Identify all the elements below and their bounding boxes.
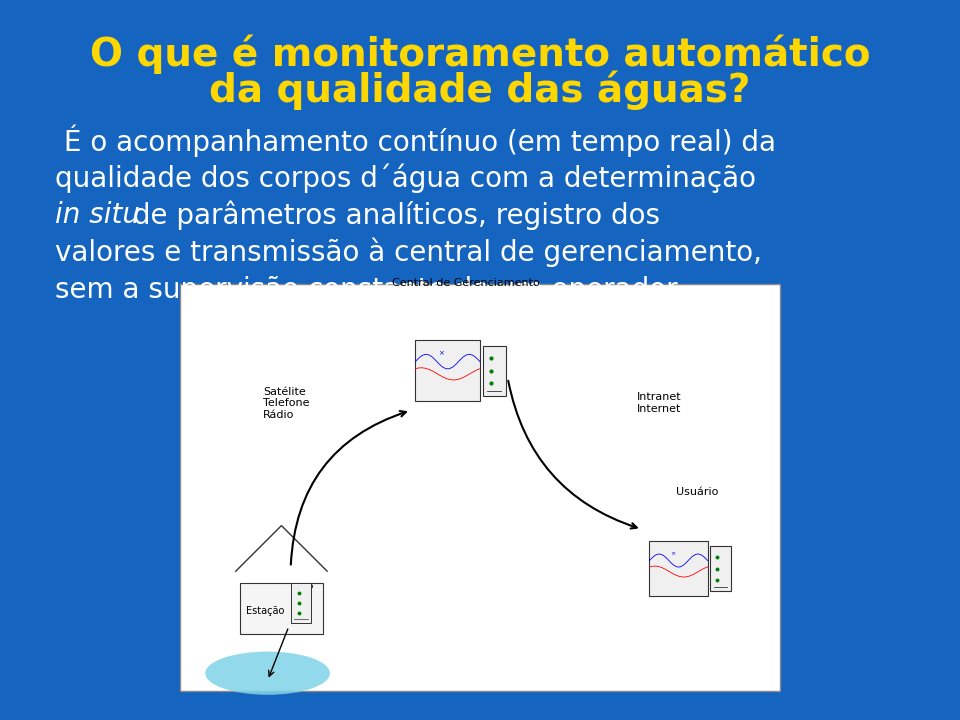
Ellipse shape <box>205 652 330 695</box>
FancyBboxPatch shape <box>180 284 780 691</box>
FancyBboxPatch shape <box>291 583 311 623</box>
Text: Satélite
Telefone
Rádio: Satélite Telefone Rádio <box>263 387 309 420</box>
Text: O que é monitoramento automático: O que é monitoramento automático <box>89 35 871 73</box>
Text: Estação: Estação <box>246 606 284 616</box>
FancyBboxPatch shape <box>483 346 506 396</box>
FancyBboxPatch shape <box>650 541 708 596</box>
Text: ×: × <box>670 551 675 556</box>
FancyBboxPatch shape <box>416 341 480 402</box>
Text: Central de Gerenciamento: Central de Gerenciamento <box>393 278 540 288</box>
FancyBboxPatch shape <box>710 546 731 592</box>
Text: de parâmetros analíticos, registro dos: de parâmetros analíticos, registro dos <box>125 201 660 230</box>
Text: É o acompanhamento contínuo (em tempo real) da: É o acompanhamento contínuo (em tempo re… <box>55 124 777 157</box>
Text: Usuário: Usuário <box>676 487 718 497</box>
Text: qualidade dos corpos d´água com a determinação: qualidade dos corpos d´água com a determ… <box>55 163 756 192</box>
Text: sem a supervisão constante de um operador.: sem a supervisão constante de um operado… <box>55 276 684 304</box>
Text: ×: × <box>439 351 444 356</box>
Text: Intranet
Internet: Intranet Internet <box>637 392 682 414</box>
FancyBboxPatch shape <box>240 583 323 634</box>
Text: valores e transmissão à central de gerenciamento,: valores e transmissão à central de geren… <box>55 238 762 267</box>
Text: da qualidade das águas?: da qualidade das águas? <box>209 71 751 109</box>
Text: CLP: CLP <box>296 584 314 594</box>
Text: in situ: in situ <box>55 202 140 229</box>
